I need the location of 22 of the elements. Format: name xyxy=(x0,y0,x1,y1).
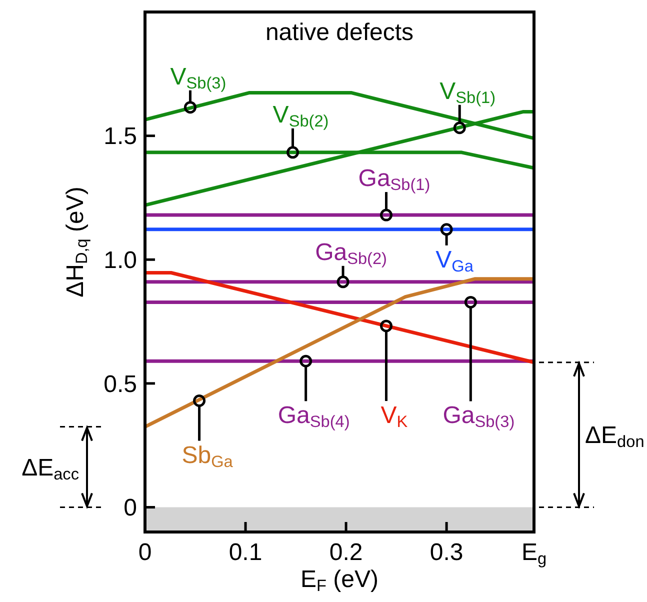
y-tick-label: 1.5 xyxy=(104,123,137,150)
text: ΔE$_{don}$ xyxy=(585,422,644,452)
annotation: Ga$_{Sb(4)}$ xyxy=(278,402,350,432)
annotation: V$_{K}$ xyxy=(380,402,408,432)
x-tick-label: 0.3 xyxy=(430,539,464,566)
annotation: Ga$_{Sb(2)}$ xyxy=(315,238,387,268)
x-axis-title: E$_{F}$ (eV) xyxy=(300,566,378,596)
x-tick-label: 0.2 xyxy=(329,539,363,566)
y-tick-label: 0.5 xyxy=(104,370,137,398)
x-tick-label: 0.1 xyxy=(228,539,262,566)
annotation: V$_{Sb(3)}$ xyxy=(170,63,226,93)
chart-title: native defects xyxy=(265,19,414,46)
y-tick-label: 1.0 xyxy=(104,247,137,274)
x-tick-label: E$_{g}$ xyxy=(521,539,547,568)
y-tick-label: 0 xyxy=(124,494,137,522)
annotation: Ga$_{Sb(3)}$ xyxy=(442,402,515,432)
annotation: V$_{Sb(1)}$ xyxy=(440,78,496,108)
annotation: V$_{Sb(2)}$ xyxy=(272,101,329,131)
annotation: Ga$_{Sb(1)}$ xyxy=(358,165,430,195)
text: ΔE$_{acc}$ xyxy=(22,454,79,484)
annotation: Sb$_{Ga}$ xyxy=(182,442,234,472)
annotation: V$_{Ga}$ xyxy=(436,246,474,276)
